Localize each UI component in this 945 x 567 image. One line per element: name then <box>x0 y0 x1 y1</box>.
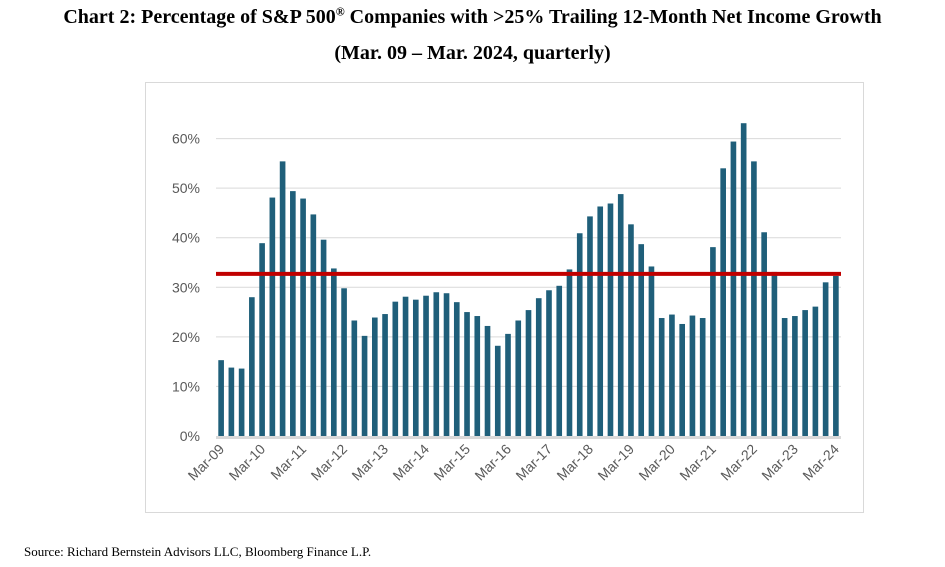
bar <box>822 282 829 436</box>
bar <box>658 318 665 436</box>
chart-title-suffix: Companies with >25% Trailing 12-Month Ne… <box>344 6 882 28</box>
bar <box>812 306 819 436</box>
x-tick-label: Mar-24 <box>799 441 842 484</box>
bar <box>331 268 337 436</box>
x-tick-label: Mar-13 <box>348 441 391 484</box>
bar <box>443 293 450 436</box>
chart-frame: 0% 10% 20% 30% 40% 50% 60% Mar-09 Mar-10 Mar-11 Ma… <box>145 82 864 513</box>
bar <box>679 323 686 436</box>
bar <box>669 314 675 436</box>
bar <box>484 325 491 436</box>
bar <box>648 266 655 436</box>
x-tick-label: Mar-18 <box>553 441 596 484</box>
bar <box>556 285 563 436</box>
bar <box>402 296 409 436</box>
bar <box>802 310 808 436</box>
bar <box>433 292 440 436</box>
bar <box>781 318 788 436</box>
bar <box>300 198 306 436</box>
x-tick-label: Mar-12 <box>308 441 351 484</box>
bar <box>269 197 276 436</box>
y-tick-label: 0% <box>180 428 200 444</box>
bar <box>751 161 757 437</box>
bar <box>761 232 767 436</box>
y-tick-label: 20% <box>172 329 200 345</box>
chart-title-prefix: Chart 2: Percentage of S&P 500 <box>63 6 336 28</box>
bar <box>290 191 296 436</box>
bar <box>464 312 470 436</box>
y-tick-label: 40% <box>172 230 200 246</box>
x-tick-label: Mar-21 <box>676 441 719 484</box>
bar <box>474 316 481 436</box>
x-tick-label: Mar-22 <box>717 441 760 484</box>
bar <box>833 275 839 436</box>
bar <box>638 244 645 436</box>
bar <box>628 224 634 436</box>
bar <box>310 214 317 436</box>
chart-subtitle: (Mar. 09 – Mar. 2024, quarterly) <box>334 42 611 64</box>
x-tick-label: Mar-16 <box>471 441 514 484</box>
registered-mark: ® <box>335 4 345 19</box>
bar <box>392 301 399 436</box>
bar <box>546 290 552 436</box>
y-tick-label: 50% <box>172 180 200 196</box>
bar <box>218 360 224 436</box>
bar <box>371 317 378 436</box>
bar <box>587 216 593 436</box>
bar <box>730 141 737 436</box>
bar <box>740 123 747 436</box>
bar <box>351 320 358 436</box>
bar <box>494 345 501 436</box>
bar <box>423 295 429 436</box>
y-tick-label: 30% <box>172 279 200 295</box>
x-tick-label: Mar-19 <box>594 441 637 484</box>
chart-title-line1: Chart 2: Percentage of S&P 500® Companie… <box>0 4 945 29</box>
bar <box>341 288 347 436</box>
bar <box>320 239 327 436</box>
bar <box>535 298 542 436</box>
x-tick-label: Mar-17 <box>512 441 555 484</box>
bar <box>699 318 706 436</box>
y-tick-label: 60% <box>172 131 200 147</box>
bar <box>689 315 696 436</box>
bar <box>412 299 419 436</box>
bar <box>259 243 265 436</box>
x-tick-label: Mar-14 <box>389 441 432 484</box>
x-tick-label: Mar-11 <box>267 441 309 483</box>
source-note: Source: Richard Bernstein Advisors LLC, … <box>24 544 372 559</box>
bar <box>597 206 604 436</box>
x-tick-label: Mar-09 <box>185 441 228 484</box>
x-tick-label: Mar-10 <box>226 441 269 484</box>
bar <box>710 247 716 436</box>
bar <box>576 233 583 436</box>
bar <box>238 368 245 436</box>
bar <box>382 314 388 436</box>
bar <box>607 203 614 436</box>
bar <box>525 310 532 436</box>
bar <box>505 333 511 436</box>
bar <box>361 335 368 436</box>
x-tick-label: Mar-20 <box>635 441 678 484</box>
bar <box>720 168 726 437</box>
x-tick-label: Mar-15 <box>430 441 473 484</box>
bar <box>771 271 778 436</box>
bar <box>617 194 624 436</box>
y-tick-label: 10% <box>172 378 200 394</box>
x-tick-label: Mar-23 <box>758 441 801 484</box>
bar <box>279 161 286 437</box>
bar <box>453 302 460 436</box>
bar <box>515 320 522 436</box>
bar <box>792 316 798 436</box>
bar <box>566 269 573 436</box>
bar <box>249 297 255 436</box>
bar <box>228 367 235 436</box>
